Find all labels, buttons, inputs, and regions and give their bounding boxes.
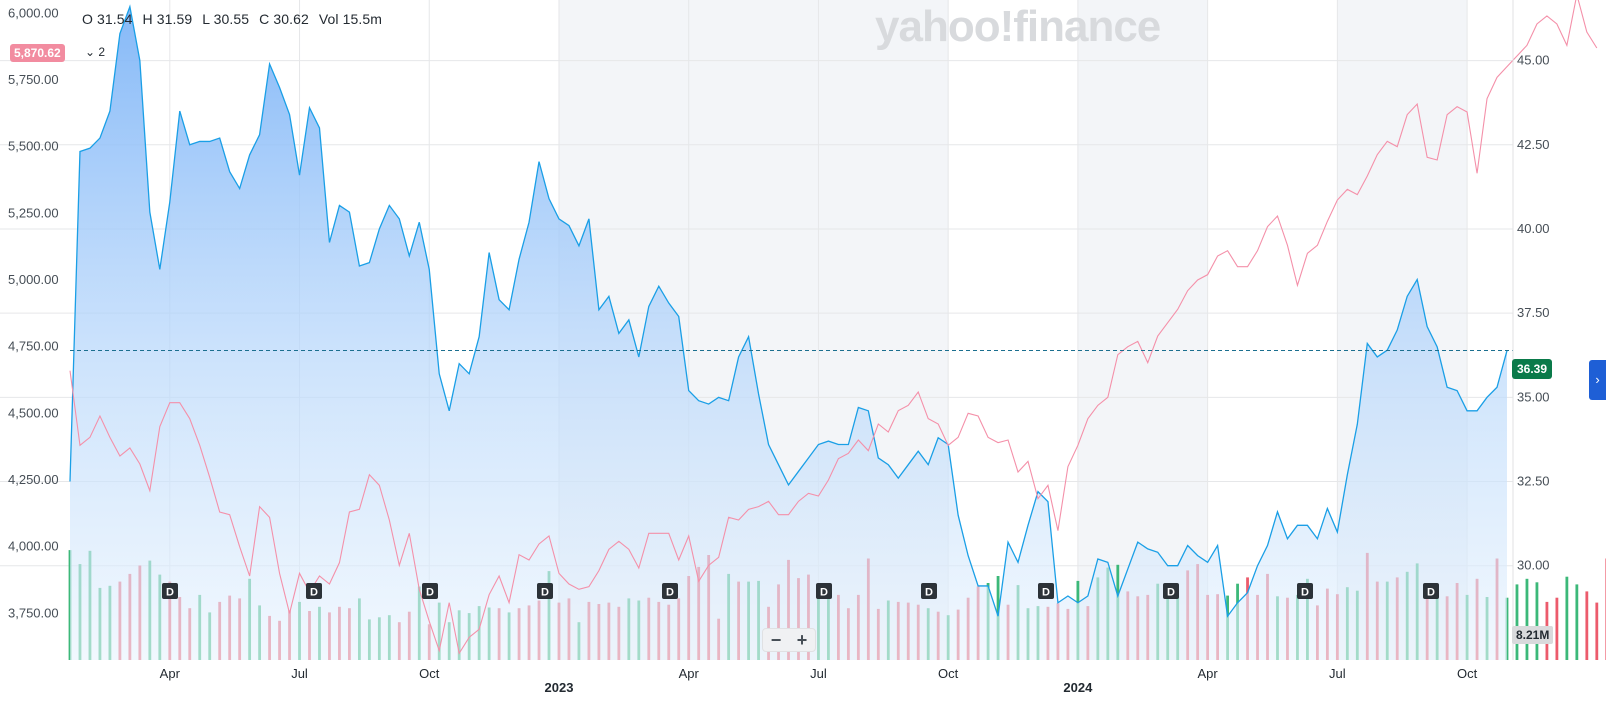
volume-value: Vol 15.5m <box>318 11 383 27</box>
right-axis-tick: 45.00 <box>1517 53 1550 68</box>
dividend-marker[interactable]: D <box>162 583 178 599</box>
left-axis-tick: 6,000.00 <box>8 5 59 20</box>
x-axis-tick: Jul <box>1329 666 1346 681</box>
dividend-marker[interactable]: D <box>662 583 678 599</box>
volume-bar <box>1595 602 1599 660</box>
left-axis-tick: 5,000.00 <box>8 272 59 287</box>
x-axis-tick: Oct <box>1457 666 1478 681</box>
x-axis-tick: Jul <box>291 666 308 681</box>
dividend-marker-label: D <box>1301 587 1309 599</box>
volume-bar <box>1535 582 1539 660</box>
volume-bar <box>1525 578 1529 660</box>
series-toggle[interactable]: ⌄ 2 <box>85 45 106 59</box>
dividend-marker-label: D <box>541 587 549 599</box>
dividend-marker[interactable]: D <box>537 583 553 599</box>
low-value: L 30.55 <box>202 11 250 27</box>
dividend-marker-box <box>662 583 678 599</box>
dividend-marker-label: D <box>1167 587 1175 599</box>
dividend-marker-label: D <box>310 587 318 599</box>
dividend-marker[interactable]: D <box>921 583 937 599</box>
dividend-marker-label: D <box>1042 587 1050 599</box>
volume-bar <box>1575 584 1579 660</box>
dividend-marker[interactable]: D <box>1297 583 1313 599</box>
left-axis-tick: 5,750.00 <box>8 72 59 87</box>
dividend-marker-label: D <box>1427 587 1435 599</box>
volume-badge: 8.21M <box>1512 626 1554 644</box>
chevron-right-icon[interactable]: › <box>1589 360 1606 400</box>
dividend-marker-label: D <box>666 587 674 599</box>
dividend-marker[interactable]: D <box>422 583 438 599</box>
high-value: H 31.59 <box>142 11 193 27</box>
open-value: O 31.54 <box>82 11 133 27</box>
dividend-marker-label: D <box>426 587 434 599</box>
right-axis-tick: 40.00 <box>1517 221 1550 236</box>
dividend-marker-box <box>306 583 322 599</box>
dividend-marker-box <box>1038 583 1054 599</box>
main-series-line <box>69 4 1508 618</box>
dividend-marker-box <box>162 583 178 599</box>
dividend-marker[interactable]: D <box>1163 583 1179 599</box>
current-price-badge: 36.39 <box>1512 359 1553 379</box>
compare-series-line <box>69 0 1598 655</box>
dividend-marker-box <box>816 583 832 599</box>
main-series-area <box>70 6 1507 661</box>
zoom-out-button[interactable]: − <box>770 630 782 650</box>
left-axis-tick: 5,250.00 <box>8 205 59 220</box>
x-axis-tick: Apr <box>1198 666 1219 681</box>
dividend-marker-box <box>537 583 553 599</box>
right-axis-tick: 42.50 <box>1517 137 1550 152</box>
volume-bar <box>1555 597 1559 660</box>
right-axis-tick: 30.00 <box>1517 558 1550 573</box>
zoom-controls: − + <box>762 628 816 652</box>
x-axis-tick: Oct <box>419 666 440 681</box>
dividend-marker-label: D <box>925 587 933 599</box>
dividend-marker[interactable]: D <box>816 583 832 599</box>
x-axis-tick: Apr <box>679 666 700 681</box>
dividend-marker-box <box>1423 583 1439 599</box>
left-axis-tick: 5,500.00 <box>8 139 59 154</box>
dividend-marker-label: D <box>166 587 174 599</box>
zoom-in-button[interactable]: + <box>796 630 808 650</box>
left-axis: 6,000.00 5,750.00 5,500.00 5,250.00 5,000.00… <box>8 5 59 620</box>
left-axis-tick: 4,250.00 <box>8 472 59 487</box>
x-axis-tick: Oct <box>938 666 959 681</box>
dividend-marker-box <box>1297 583 1313 599</box>
left-axis-tick: 3,750.00 <box>8 605 59 620</box>
x-axis-tick: 2024 <box>1063 680 1093 695</box>
x-axis-tick: Jul <box>810 666 827 681</box>
left-axis-tick: 4,750.00 <box>8 339 59 354</box>
dividend-marker[interactable]: D <box>306 583 322 599</box>
right-axis: 45.00 42.50 40.00 37.50 35.00 32.50 30.00 <box>1517 53 1550 573</box>
x-axis: Apr Jul Oct 2023 Apr Jul Oct 2024 Apr Jul Oct <box>160 666 1478 695</box>
right-axis-tick: 35.00 <box>1517 389 1550 404</box>
dividend-marker-label: D <box>820 587 828 599</box>
volume-bar <box>1515 584 1519 660</box>
dividend-marker-box <box>422 583 438 599</box>
yahoo-finance-watermark: yahoo!finance <box>875 2 1161 51</box>
dividend-marker-box <box>1163 583 1179 599</box>
volume-bar <box>1585 591 1589 660</box>
x-axis-tick: Apr <box>160 666 181 681</box>
volume-bar <box>1565 576 1569 660</box>
compare-price-badge: 5,870.62 <box>10 44 65 62</box>
dividend-marker-box <box>921 583 937 599</box>
close-value: C 30.62 <box>259 11 309 27</box>
x-axis-tick: 2023 <box>545 680 574 695</box>
right-axis-tick: 37.50 <box>1517 305 1550 320</box>
left-axis-tick: 4,500.00 <box>8 405 59 420</box>
ohlc-readout: O 31.54 H 31.59 L 30.55 C 30.62 Vol 15.5… <box>82 11 388 27</box>
dividend-marker[interactable]: D <box>1423 583 1439 599</box>
dividend-marker[interactable]: D <box>1038 583 1054 599</box>
left-axis-tick: 4,000.00 <box>8 539 59 554</box>
right-axis-tick: 32.50 <box>1517 474 1550 489</box>
